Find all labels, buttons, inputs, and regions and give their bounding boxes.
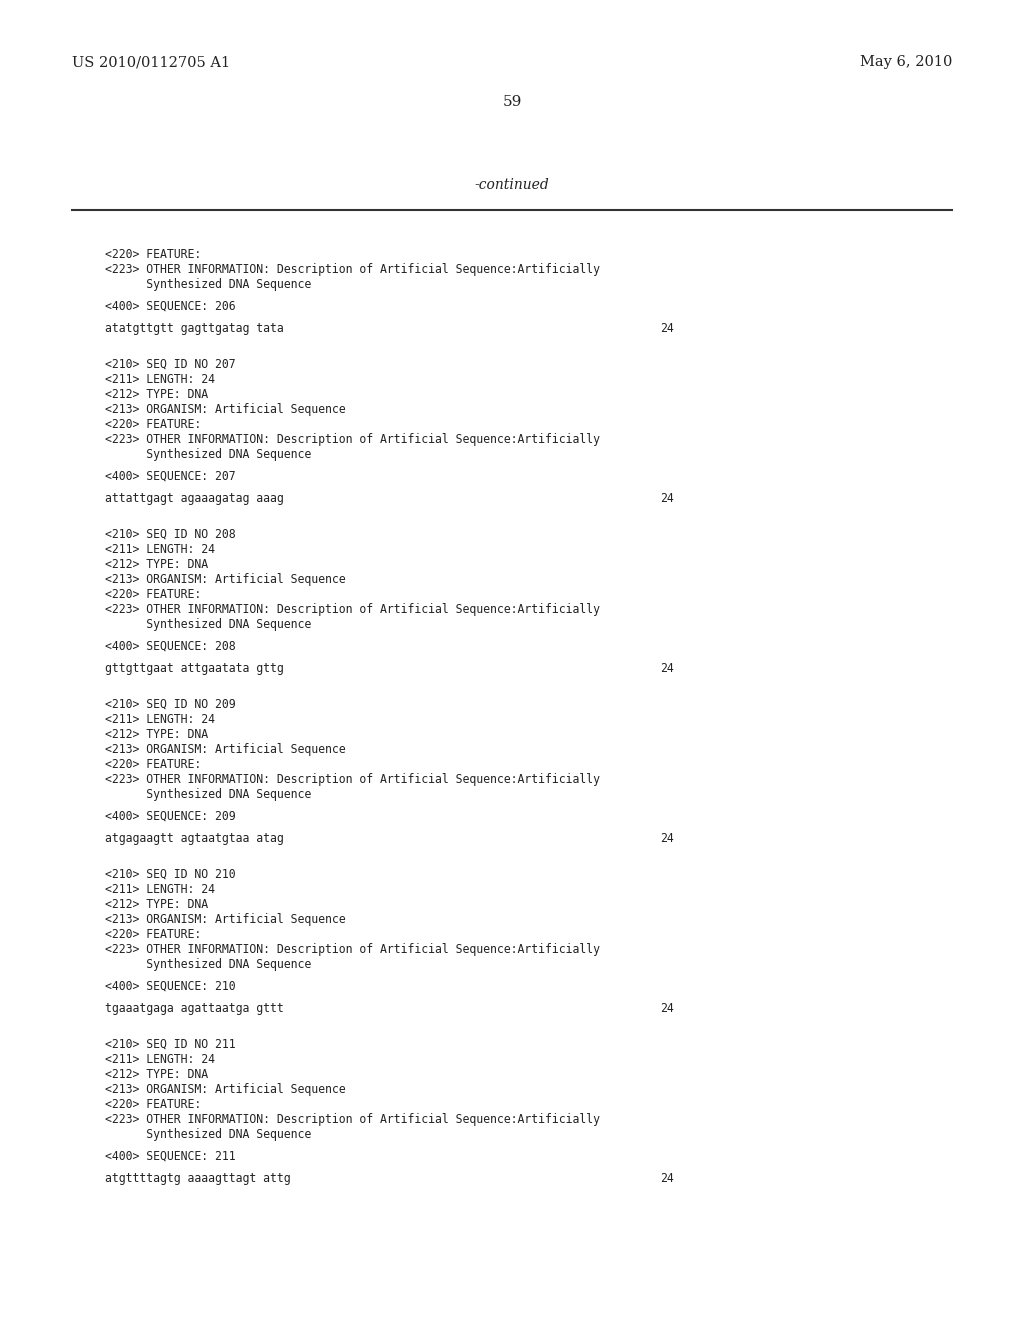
- Text: <212> TYPE: DNA: <212> TYPE: DNA: [105, 729, 208, 741]
- Text: <400> SEQUENCE: 210: <400> SEQUENCE: 210: [105, 979, 236, 993]
- Text: <213> ORGANISM: Artificial Sequence: <213> ORGANISM: Artificial Sequence: [105, 1082, 346, 1096]
- Text: 24: 24: [660, 322, 674, 335]
- Text: 59: 59: [503, 95, 521, 110]
- Text: <220> FEATURE:: <220> FEATURE:: [105, 928, 202, 941]
- Text: <400> SEQUENCE: 207: <400> SEQUENCE: 207: [105, 470, 236, 483]
- Text: <220> FEATURE:: <220> FEATURE:: [105, 758, 202, 771]
- Text: <211> LENGTH: 24: <211> LENGTH: 24: [105, 374, 215, 385]
- Text: <212> TYPE: DNA: <212> TYPE: DNA: [105, 558, 208, 572]
- Text: <212> TYPE: DNA: <212> TYPE: DNA: [105, 1068, 208, 1081]
- Text: gttgttgaat attgaatata gttg: gttgttgaat attgaatata gttg: [105, 663, 284, 675]
- Text: <220> FEATURE:: <220> FEATURE:: [105, 587, 202, 601]
- Text: tgaaatgaga agattaatga gttt: tgaaatgaga agattaatga gttt: [105, 1002, 284, 1015]
- Text: May 6, 2010: May 6, 2010: [859, 55, 952, 69]
- Text: <400> SEQUENCE: 206: <400> SEQUENCE: 206: [105, 300, 236, 313]
- Text: <211> LENGTH: 24: <211> LENGTH: 24: [105, 543, 215, 556]
- Text: <223> OTHER INFORMATION: Description of Artificial Sequence:Artificially: <223> OTHER INFORMATION: Description of …: [105, 603, 600, 616]
- Text: <223> OTHER INFORMATION: Description of Artificial Sequence:Artificially: <223> OTHER INFORMATION: Description of …: [105, 263, 600, 276]
- Text: attattgagt agaaagatag aaag: attattgagt agaaagatag aaag: [105, 492, 284, 506]
- Text: 24: 24: [660, 492, 674, 506]
- Text: Synthesized DNA Sequence: Synthesized DNA Sequence: [105, 1129, 311, 1140]
- Text: <210> SEQ ID NO 210: <210> SEQ ID NO 210: [105, 869, 236, 880]
- Text: <211> LENGTH: 24: <211> LENGTH: 24: [105, 1053, 215, 1067]
- Text: <223> OTHER INFORMATION: Description of Artificial Sequence:Artificially: <223> OTHER INFORMATION: Description of …: [105, 774, 600, 785]
- Text: <210> SEQ ID NO 211: <210> SEQ ID NO 211: [105, 1038, 236, 1051]
- Text: <211> LENGTH: 24: <211> LENGTH: 24: [105, 713, 215, 726]
- Text: <212> TYPE: DNA: <212> TYPE: DNA: [105, 388, 208, 401]
- Text: 24: 24: [660, 663, 674, 675]
- Text: <210> SEQ ID NO 208: <210> SEQ ID NO 208: [105, 528, 236, 541]
- Text: US 2010/0112705 A1: US 2010/0112705 A1: [72, 55, 230, 69]
- Text: atgagaagtt agtaatgtaa atag: atgagaagtt agtaatgtaa atag: [105, 832, 284, 845]
- Text: <223> OTHER INFORMATION: Description of Artificial Sequence:Artificially: <223> OTHER INFORMATION: Description of …: [105, 433, 600, 446]
- Text: Synthesized DNA Sequence: Synthesized DNA Sequence: [105, 618, 311, 631]
- Text: <213> ORGANISM: Artificial Sequence: <213> ORGANISM: Artificial Sequence: [105, 403, 346, 416]
- Text: <400> SEQUENCE: 208: <400> SEQUENCE: 208: [105, 640, 236, 653]
- Text: <223> OTHER INFORMATION: Description of Artificial Sequence:Artificially: <223> OTHER INFORMATION: Description of …: [105, 942, 600, 956]
- Text: <210> SEQ ID NO 209: <210> SEQ ID NO 209: [105, 698, 236, 711]
- Text: <220> FEATURE:: <220> FEATURE:: [105, 248, 202, 261]
- Text: <400> SEQUENCE: 209: <400> SEQUENCE: 209: [105, 810, 236, 822]
- Text: atatgttgtt gagttgatag tata: atatgttgtt gagttgatag tata: [105, 322, 284, 335]
- Text: <220> FEATURE:: <220> FEATURE:: [105, 418, 202, 432]
- Text: <210> SEQ ID NO 207: <210> SEQ ID NO 207: [105, 358, 236, 371]
- Text: <400> SEQUENCE: 211: <400> SEQUENCE: 211: [105, 1150, 236, 1163]
- Text: Synthesized DNA Sequence: Synthesized DNA Sequence: [105, 958, 311, 972]
- Text: atgttttagtg aaaagttagt attg: atgttttagtg aaaagttagt attg: [105, 1172, 291, 1185]
- Text: <213> ORGANISM: Artificial Sequence: <213> ORGANISM: Artificial Sequence: [105, 743, 346, 756]
- Text: Synthesized DNA Sequence: Synthesized DNA Sequence: [105, 447, 311, 461]
- Text: 24: 24: [660, 832, 674, 845]
- Text: Synthesized DNA Sequence: Synthesized DNA Sequence: [105, 279, 311, 290]
- Text: <213> ORGANISM: Artificial Sequence: <213> ORGANISM: Artificial Sequence: [105, 573, 346, 586]
- Text: <220> FEATURE:: <220> FEATURE:: [105, 1098, 202, 1111]
- Text: 24: 24: [660, 1002, 674, 1015]
- Text: <212> TYPE: DNA: <212> TYPE: DNA: [105, 898, 208, 911]
- Text: -continued: -continued: [475, 178, 549, 191]
- Text: <223> OTHER INFORMATION: Description of Artificial Sequence:Artificially: <223> OTHER INFORMATION: Description of …: [105, 1113, 600, 1126]
- Text: <213> ORGANISM: Artificial Sequence: <213> ORGANISM: Artificial Sequence: [105, 913, 346, 927]
- Text: <211> LENGTH: 24: <211> LENGTH: 24: [105, 883, 215, 896]
- Text: 24: 24: [660, 1172, 674, 1185]
- Text: Synthesized DNA Sequence: Synthesized DNA Sequence: [105, 788, 311, 801]
